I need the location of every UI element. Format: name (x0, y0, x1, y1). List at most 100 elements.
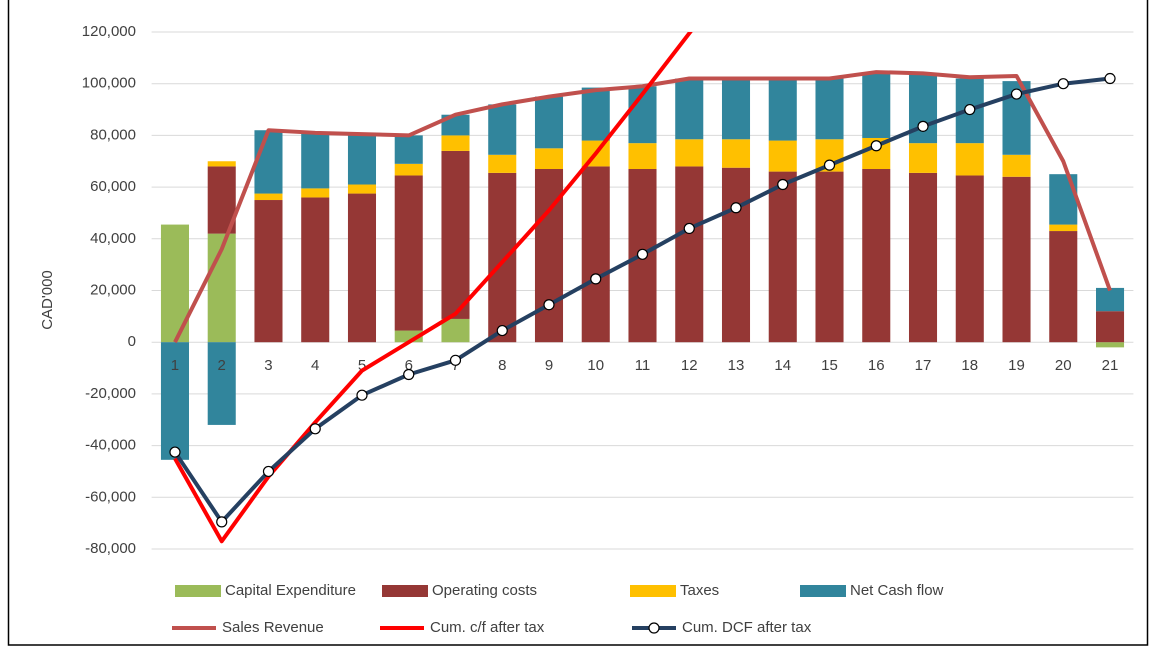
bar (815, 171, 844, 343)
line-marker (1104, 72, 1116, 85)
bar (768, 140, 797, 172)
x-tick-label: 9 (545, 357, 553, 374)
x-tick-label: 4 (311, 357, 319, 374)
x-tick-label: 21 (1102, 357, 1119, 374)
bar (862, 73, 891, 138)
bar (815, 78, 844, 140)
x-tick-label: 6 (405, 357, 413, 374)
line-marker (403, 368, 415, 381)
bar (394, 135, 423, 164)
line-marker (683, 222, 695, 235)
line-marker (169, 446, 181, 458)
bar (160, 342, 190, 460)
legend-swatch (175, 585, 221, 597)
bar (347, 193, 377, 343)
x-tick-label: 14 (774, 357, 791, 374)
bar (1002, 154, 1031, 177)
line-marker (917, 120, 929, 132)
x-tick-label: 13 (728, 357, 745, 374)
bar (628, 143, 657, 170)
y-tick-label: 100,000 (82, 75, 136, 92)
line-series (173, 32, 693, 544)
x-tick-label: 15 (821, 357, 838, 374)
bar (1049, 174, 1078, 225)
y-tick-label: 120,000 (82, 23, 136, 40)
y-tick-label: 0 (128, 333, 136, 350)
bar (347, 184, 377, 194)
bar (488, 154, 517, 173)
legend-swatch (630, 585, 676, 597)
x-tick-label: 19 (1008, 357, 1025, 374)
legend-swatch (382, 585, 428, 597)
line-marker (262, 465, 275, 478)
x-tick-label: 18 (961, 357, 978, 374)
bar (675, 78, 704, 140)
legend-label: Cum. c/f after tax (430, 619, 545, 636)
y-tick-label: -80,000 (85, 540, 136, 557)
y-axis-label: CAD'000 (39, 270, 56, 330)
y-tick-label: -60,000 (85, 488, 136, 505)
bar (581, 166, 610, 343)
line-marker (216, 516, 228, 528)
legend-label: Cum. DCF after tax (682, 619, 812, 636)
bar (301, 197, 330, 343)
bar (862, 169, 891, 343)
x-tick-label: 16 (868, 357, 885, 374)
x-tick-label: 3 (264, 357, 272, 374)
x-tick-label: 8 (498, 357, 506, 374)
legend-label: Net Cash flow (850, 582, 944, 599)
bar (488, 104, 517, 155)
bar (768, 78, 797, 141)
line-marker (449, 354, 462, 366)
line-series (173, 70, 1112, 344)
x-tick-label: 5 (358, 357, 366, 374)
y-tick-label: 80,000 (90, 126, 136, 143)
bar (908, 74, 938, 144)
bar (488, 172, 517, 343)
legend-label: Capital Expenditure (225, 582, 356, 599)
bar (394, 330, 423, 343)
line-marker (1010, 88, 1023, 100)
bar (254, 130, 283, 194)
bar (675, 139, 704, 167)
line-marker (730, 202, 742, 214)
bar (908, 172, 938, 343)
bar (1095, 342, 1125, 348)
bar (394, 175, 423, 331)
x-tick-label: 1 (171, 357, 179, 374)
bar (534, 96, 564, 149)
line-marker (1057, 78, 1069, 90)
bar (768, 171, 797, 343)
bar (254, 200, 283, 343)
bar (534, 169, 564, 343)
x-tick-label: 17 (915, 357, 932, 374)
bar (581, 87, 610, 141)
line-marker (590, 273, 602, 285)
legend-label: Taxes (680, 582, 719, 599)
y-tick-label: 60,000 (90, 178, 136, 195)
bar (721, 78, 751, 140)
y-tick-label: 20,000 (90, 281, 136, 298)
bar (908, 143, 938, 173)
legend-swatch (800, 585, 846, 597)
x-tick-label: 20 (1055, 357, 1072, 374)
x-tick-label: 10 (587, 357, 604, 374)
line-marker (356, 389, 368, 401)
bar (394, 163, 423, 176)
bar (301, 132, 330, 189)
legend-label: Operating costs (432, 582, 537, 599)
legend-marker (648, 622, 660, 634)
bar (1049, 224, 1078, 232)
x-tick-label: 11 (635, 357, 651, 374)
line-marker (964, 103, 976, 116)
bar (1095, 287, 1125, 312)
bar (207, 342, 236, 425)
bar (301, 188, 330, 198)
bar (207, 161, 236, 167)
y-tick-label: -40,000 (85, 437, 136, 454)
line-marker (636, 248, 649, 260)
chart-frame (7, 0, 1149, 646)
y-tick-label: 40,000 (90, 230, 136, 247)
line-marker (496, 324, 508, 337)
